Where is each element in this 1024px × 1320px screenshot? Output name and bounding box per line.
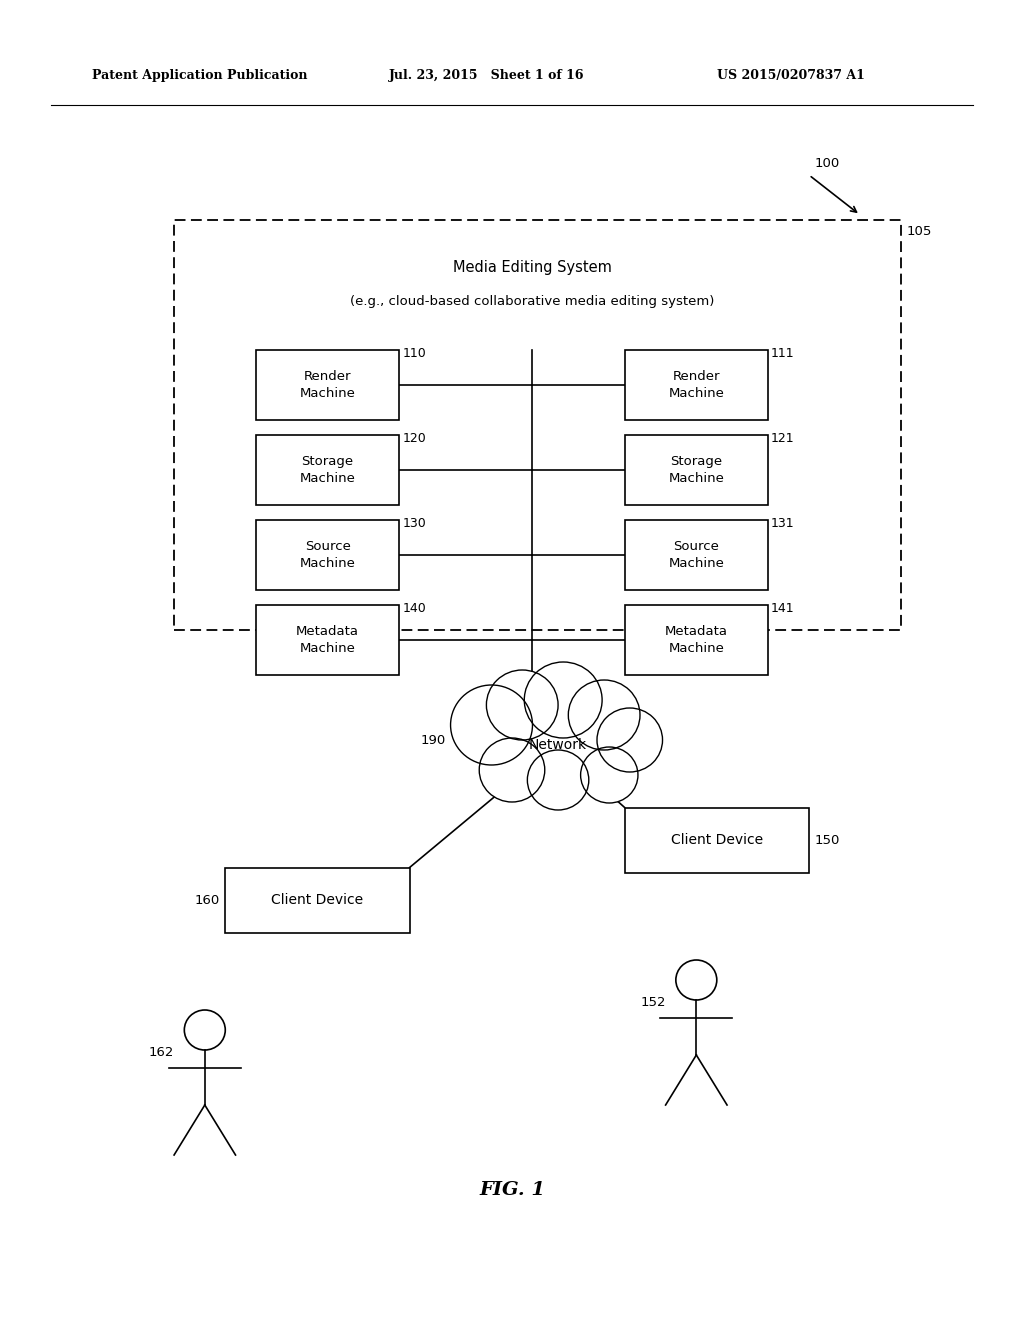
Circle shape	[597, 708, 663, 772]
Circle shape	[524, 663, 602, 738]
Text: Jul. 23, 2015   Sheet 1 of 16: Jul. 23, 2015 Sheet 1 of 16	[389, 69, 585, 82]
Bar	[256, 605, 399, 675]
Text: (e.g., cloud-based collaborative media editing system): (e.g., cloud-based collaborative media e…	[350, 294, 715, 308]
Text: 120: 120	[402, 432, 426, 445]
Text: 110: 110	[402, 347, 426, 360]
Bar	[625, 605, 768, 675]
Text: US 2015/0207837 A1: US 2015/0207837 A1	[717, 69, 864, 82]
Text: Media Editing System: Media Editing System	[453, 260, 612, 275]
Text: Network: Network	[529, 738, 587, 752]
Text: 130: 130	[402, 517, 426, 531]
Text: Storage
Machine: Storage Machine	[300, 455, 355, 484]
Circle shape	[486, 671, 558, 741]
Bar	[625, 520, 768, 590]
Text: 150: 150	[814, 833, 840, 846]
Text: Render
Machine: Render Machine	[300, 370, 355, 400]
Circle shape	[479, 738, 545, 803]
Text: 111: 111	[771, 347, 795, 360]
Bar	[625, 436, 768, 506]
Circle shape	[451, 685, 532, 766]
Bar	[256, 520, 399, 590]
Text: 160: 160	[195, 894, 220, 907]
Text: Patent Application Publication: Patent Application Publication	[92, 69, 307, 82]
Text: 121: 121	[771, 432, 795, 445]
Text: FIG. 1: FIG. 1	[479, 1181, 545, 1199]
Text: Client Device: Client Device	[671, 833, 763, 847]
Bar	[625, 350, 768, 420]
Circle shape	[184, 1010, 225, 1049]
Text: 190: 190	[420, 734, 445, 747]
Circle shape	[676, 960, 717, 1001]
Text: 140: 140	[402, 602, 426, 615]
Text: Client Device: Client Device	[271, 894, 364, 907]
Text: 152: 152	[640, 997, 666, 1010]
Bar	[625, 808, 809, 873]
Text: 100: 100	[814, 157, 840, 170]
Text: 141: 141	[771, 602, 795, 615]
Text: 105: 105	[906, 224, 932, 238]
Bar	[174, 220, 901, 630]
Text: Render
Machine: Render Machine	[669, 370, 724, 400]
Bar	[256, 436, 399, 506]
Circle shape	[568, 680, 640, 750]
Text: Storage
Machine: Storage Machine	[669, 455, 724, 484]
Circle shape	[527, 750, 589, 810]
Circle shape	[581, 747, 638, 803]
Text: Source
Machine: Source Machine	[300, 540, 355, 570]
Bar	[225, 867, 410, 932]
Text: 162: 162	[148, 1047, 174, 1060]
Text: Source
Machine: Source Machine	[669, 540, 724, 570]
Bar	[256, 350, 399, 420]
Text: Metadata
Machine: Metadata Machine	[296, 624, 359, 655]
Text: Metadata
Machine: Metadata Machine	[665, 624, 728, 655]
Text: 131: 131	[771, 517, 795, 531]
